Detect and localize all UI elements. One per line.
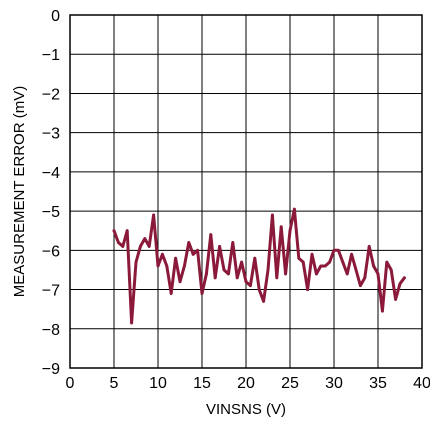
data-point — [341, 260, 345, 264]
data-point — [240, 260, 244, 264]
data-point — [328, 260, 331, 264]
y-axis-ticks: 0 −1 −2 −3 −4 −5 −6 −7 −8 −9 — [42, 8, 60, 378]
x-tick-label: 20 — [237, 375, 255, 392]
data-point — [218, 245, 222, 248]
data-point — [288, 229, 292, 233]
data-point — [152, 213, 156, 217]
data-point — [169, 292, 173, 295]
data-point — [222, 268, 226, 272]
data-point — [266, 268, 270, 272]
data-point — [249, 284, 252, 287]
data-point — [139, 245, 142, 248]
data-point — [359, 284, 362, 287]
data-point — [257, 288, 261, 291]
data-point — [143, 237, 147, 241]
data-point — [205, 272, 208, 276]
y-axis-title: MEASUREMENT ERROR (mV) — [11, 86, 28, 297]
data-point — [213, 276, 217, 280]
data-point — [315, 272, 318, 276]
x-tick-label: 25 — [281, 375, 299, 392]
data-point — [165, 264, 169, 268]
data-point — [244, 280, 248, 284]
data-point — [381, 309, 384, 313]
data-point — [183, 264, 186, 268]
y-tick-label: −4 — [42, 165, 60, 182]
data-point — [297, 256, 301, 260]
y-tick-label: −6 — [42, 243, 60, 260]
data-point — [354, 268, 358, 272]
y-tick-label: −9 — [42, 361, 60, 378]
data-point — [345, 272, 349, 276]
data-point — [262, 299, 265, 303]
y-tick-label: −5 — [42, 204, 60, 221]
data-point — [156, 264, 160, 268]
data-point — [293, 207, 296, 211]
data-point — [398, 282, 402, 286]
data-point — [363, 276, 367, 280]
series-layer — [112, 207, 406, 325]
y-tick-label: −8 — [42, 322, 60, 339]
x-tick-label: 30 — [325, 375, 343, 392]
plot-frame — [69, 14, 423, 369]
data-point — [376, 272, 380, 276]
y-tick-label: 0 — [51, 8, 60, 25]
data-point — [147, 245, 151, 248]
x-axis-title: VINSNS (V) — [206, 401, 286, 418]
data-point — [394, 298, 397, 301]
data-point — [187, 241, 191, 244]
y-tick-label: −3 — [42, 126, 60, 143]
data-point — [403, 276, 406, 280]
y-tick-label: −7 — [42, 283, 60, 300]
data-point — [323, 264, 327, 268]
data-point — [253, 256, 257, 260]
data-point — [367, 245, 371, 248]
data-point — [306, 288, 309, 291]
data-point — [227, 272, 230, 276]
x-tick-label: 5 — [110, 375, 119, 392]
data-point — [301, 260, 305, 264]
x-tick-label: 10 — [149, 375, 167, 392]
data-point — [275, 276, 279, 280]
data-point — [178, 280, 182, 284]
data-point — [389, 268, 393, 272]
data-point — [209, 233, 213, 237]
data-point — [161, 252, 164, 256]
data-point — [117, 241, 120, 244]
data-point — [235, 276, 239, 280]
data-point — [130, 321, 134, 325]
x-tick-label: 0 — [66, 375, 75, 392]
data-point — [196, 248, 200, 252]
data-point — [125, 229, 129, 233]
data-point — [271, 213, 274, 217]
data-point — [279, 225, 283, 229]
data-point — [310, 252, 314, 256]
data-point — [200, 292, 204, 295]
data-point — [191, 252, 195, 256]
data-point — [350, 252, 353, 256]
data-point — [385, 260, 389, 264]
y-tick-label: −2 — [42, 86, 60, 103]
grid — [69, 14, 423, 369]
data-point — [284, 272, 287, 276]
data-point — [319, 264, 323, 268]
data-point — [134, 260, 138, 264]
data-point — [112, 229, 116, 233]
data-point — [337, 248, 340, 252]
data-point — [174, 256, 178, 260]
data-point — [231, 241, 235, 244]
x-tick-label: 15 — [193, 375, 211, 392]
data-point — [121, 245, 125, 248]
data-point — [372, 264, 375, 268]
x-axis-ticks: 0 5 10 15 20 25 30 35 40 — [66, 375, 430, 392]
x-tick-label: 35 — [369, 375, 387, 392]
data-point — [332, 248, 336, 252]
x-tick-label: 40 — [413, 375, 430, 392]
y-tick-label: −1 — [42, 47, 60, 64]
